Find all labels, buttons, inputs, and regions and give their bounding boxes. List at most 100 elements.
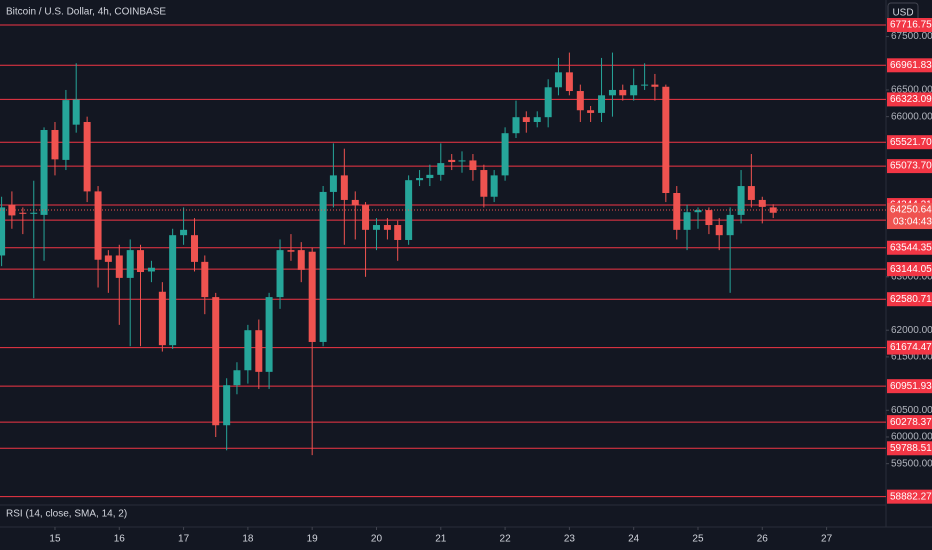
price-label-box: [887, 135, 932, 150]
candle-body: [319, 191, 327, 342]
price-label: 59788.51: [890, 443, 932, 454]
candle-body: [362, 205, 370, 230]
x-tick-label: 15: [49, 534, 61, 545]
last-price-box: [887, 203, 932, 230]
price-label: 66961.83: [890, 60, 932, 71]
candle-body: [726, 214, 734, 236]
candle-body: [287, 250, 295, 252]
candle-body: [587, 110, 595, 113]
candle-body: [554, 72, 562, 88]
x-tick-label: 16: [114, 534, 126, 545]
price-label: 61674.47: [890, 342, 932, 353]
x-tick-label: 18: [242, 534, 254, 545]
x-tick-label: 22: [500, 534, 512, 545]
price-label-box: [887, 340, 932, 355]
candle-body: [191, 235, 199, 262]
candle-body: [512, 117, 520, 134]
candle-body: [522, 117, 530, 122]
y-tick-label: 59500.00: [891, 458, 932, 469]
y-tick-label: 60000.00: [891, 432, 932, 443]
chart-title: Bitcoin / U.S. Dollar, 4h, COINBASE: [6, 7, 166, 18]
price-label-box: [887, 292, 932, 307]
candle-body: [737, 186, 745, 215]
price-label-box: [887, 17, 932, 32]
price-label: 65073.70: [890, 161, 932, 172]
price-label: 65521.70: [890, 137, 932, 148]
currency-label[interactable]: USD: [892, 8, 913, 19]
candle-body: [104, 255, 112, 262]
x-tick-label: 26: [757, 534, 769, 545]
y-tick-label: 66000.00: [891, 111, 932, 122]
candle-body: [394, 225, 402, 240]
candle-body: [651, 84, 659, 87]
candle-body: [448, 159, 456, 163]
price-label-box: [887, 159, 932, 174]
candle-body: [147, 267, 155, 272]
candle-body: [201, 261, 209, 298]
price-label-box: [887, 379, 932, 394]
candle-body: [62, 100, 70, 160]
candle-body: [426, 174, 434, 179]
candle-body: [747, 186, 755, 200]
price-label: 67716.75: [890, 20, 932, 31]
candle-body: [115, 255, 123, 278]
countdown-label: 03:04:43: [893, 217, 932, 228]
x-tick-label: 24: [628, 534, 640, 545]
candle-body: [662, 86, 670, 193]
candle-body: [565, 72, 573, 92]
x-tick-label: 17: [178, 534, 190, 545]
price-label: 63544.35: [890, 242, 932, 253]
candle-body: [233, 370, 241, 386]
candle-body: [715, 225, 723, 236]
indicator-label: RSI (14, close, SMA, 14, 2): [6, 509, 127, 520]
price-label-box: [887, 240, 932, 255]
candle-body: [158, 291, 166, 346]
price-label-box: [887, 58, 932, 73]
candle-body: [40, 130, 48, 215]
y-tick-label: 61500.00: [891, 352, 932, 363]
candle-body: [329, 175, 337, 192]
candle-body: [30, 212, 38, 214]
price-label-box: [887, 441, 932, 456]
x-tick-label: 20: [371, 534, 383, 545]
candle-body: [265, 297, 273, 372]
candle-body: [619, 89, 627, 96]
candle-body: [297, 250, 305, 270]
candle-body: [255, 330, 263, 372]
candle-body: [19, 212, 27, 214]
candle-body: [630, 85, 638, 96]
candle-body: [126, 250, 134, 278]
price-label-box: [887, 92, 932, 107]
candle-body: [694, 210, 702, 213]
candle-body: [641, 84, 649, 86]
y-tick-label: 63000.00: [891, 271, 932, 282]
x-tick-label: 21: [435, 534, 447, 545]
candle-body: [276, 250, 284, 298]
candle-body: [83, 121, 91, 192]
candle-body: [705, 210, 713, 226]
x-tick-label: 23: [564, 534, 576, 545]
candle-body: [544, 87, 552, 118]
candle-body: [469, 160, 477, 171]
price-label-box: [887, 415, 932, 430]
last-price-label: 64250.64: [890, 205, 932, 216]
candle-body: [308, 251, 316, 342]
y-tick-label: 66500.00: [891, 85, 932, 96]
candle-body: [372, 225, 380, 230]
candle-body: [683, 212, 691, 230]
candle-body: [383, 225, 391, 230]
candle-body: [458, 160, 466, 162]
candle-body: [72, 99, 80, 125]
candle-body: [340, 175, 348, 200]
candle-body: [94, 191, 102, 260]
candle-body: [416, 178, 424, 181]
candle-body: [136, 250, 144, 273]
candle-body: [437, 163, 445, 175]
x-tick-label: 19: [307, 534, 319, 545]
candle-body: [169, 235, 177, 346]
price-label: 63144.05: [890, 264, 932, 275]
candle-body: [758, 199, 766, 207]
candle-body: [351, 199, 359, 206]
candle-body: [180, 229, 188, 236]
